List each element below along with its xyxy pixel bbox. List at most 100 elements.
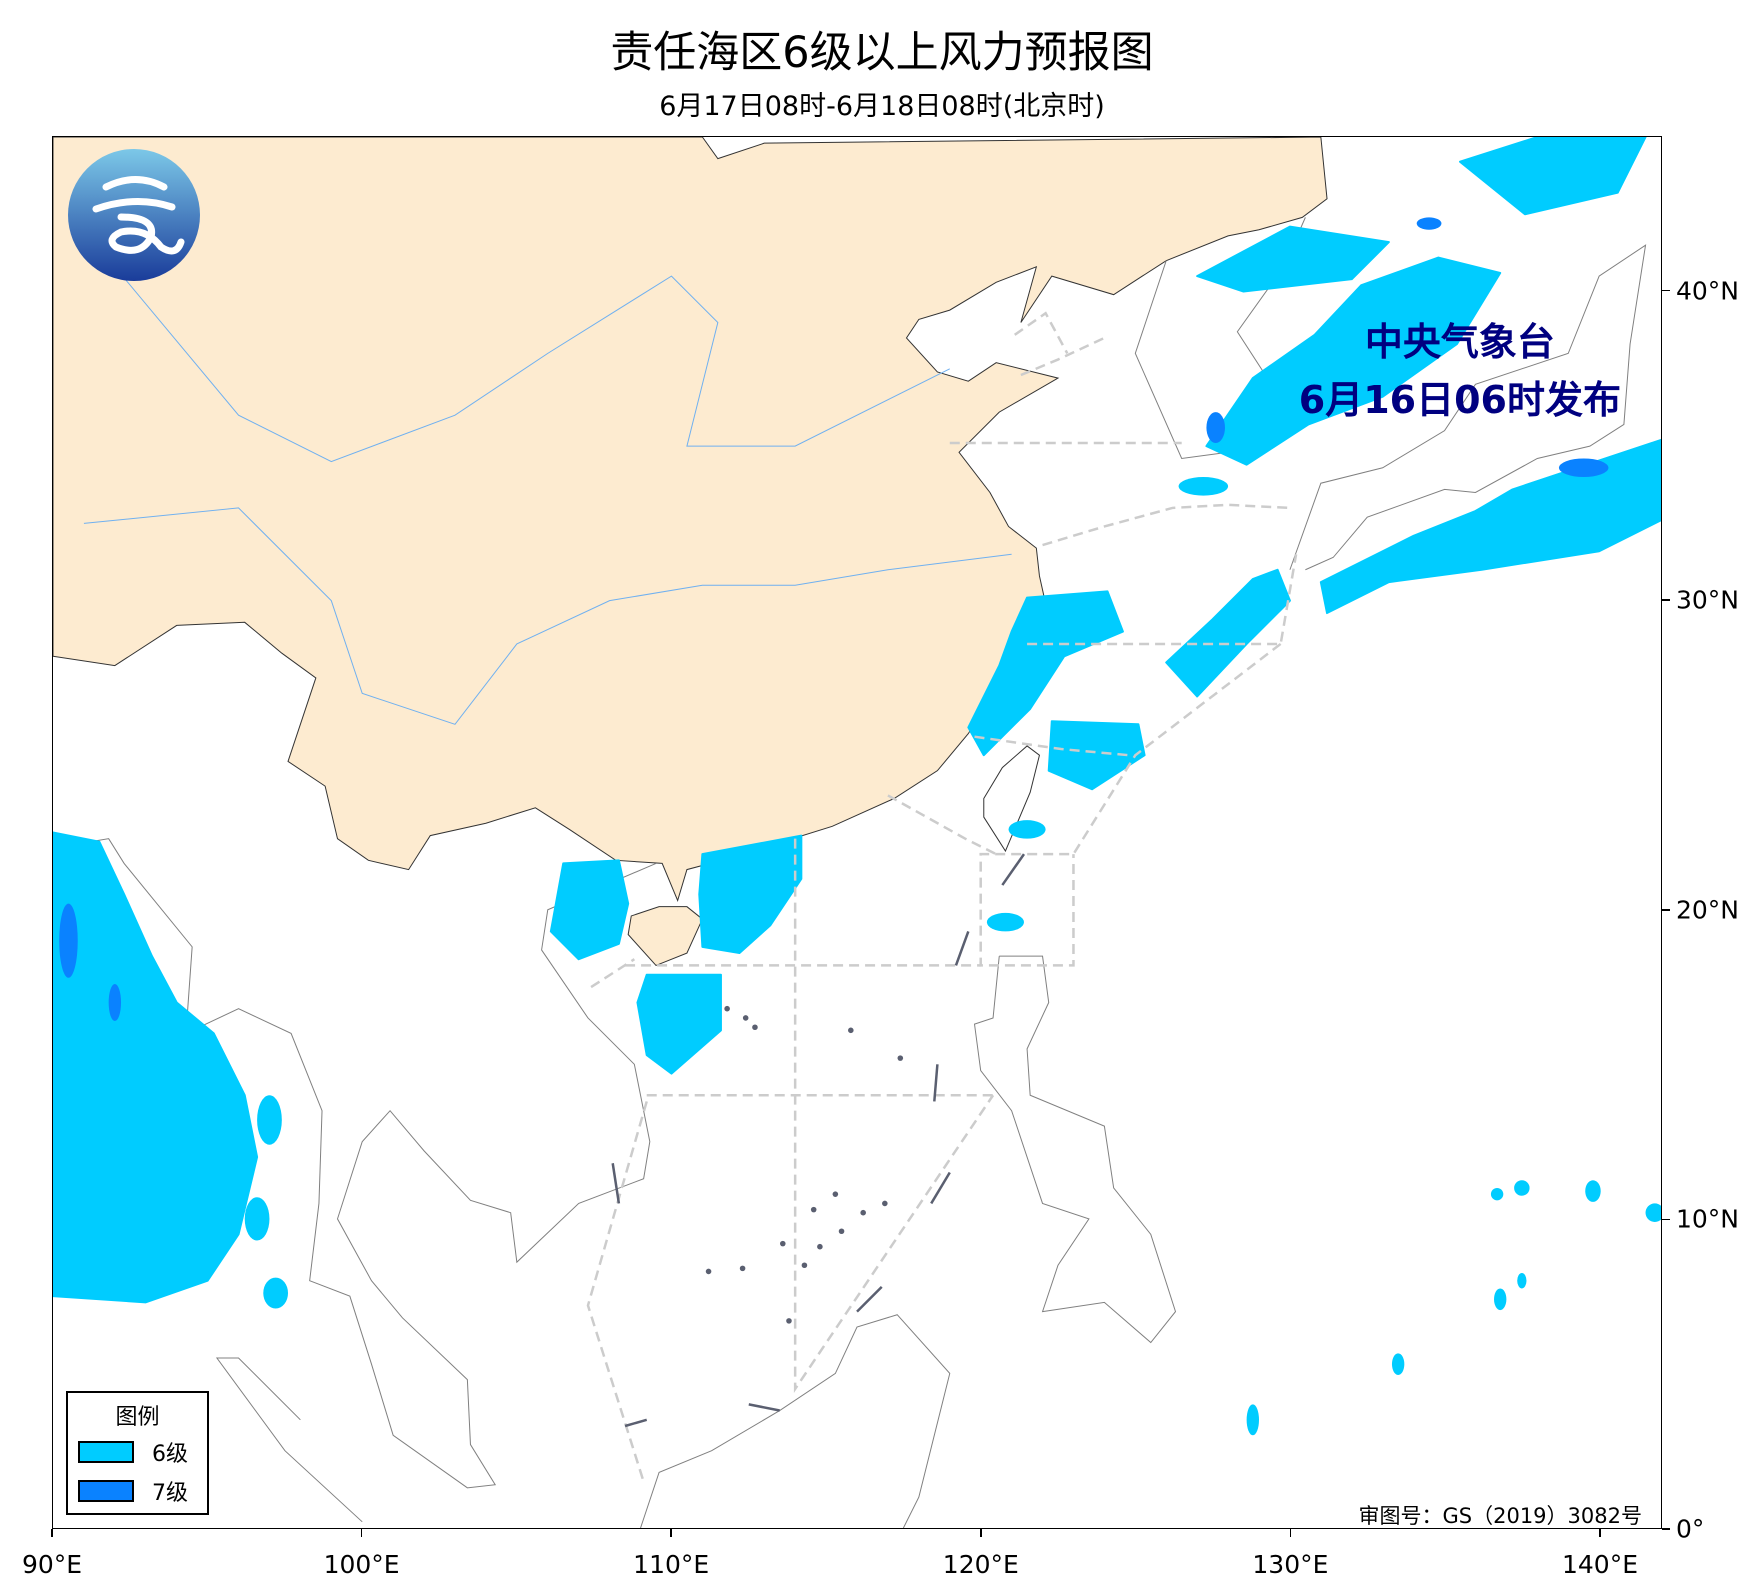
wind-area-6	[1246, 1404, 1259, 1436]
island-marker	[705, 1268, 712, 1275]
wind-area-6	[1517, 1272, 1527, 1289]
nine-dash-line-segment	[934, 1064, 937, 1101]
map-subtitle: 6月17日08时-6月18日08时(北京时)	[659, 91, 1105, 122]
island-marker	[897, 1055, 904, 1061]
wind-area-6	[637, 975, 720, 1074]
lat-label: 0°	[1676, 1514, 1705, 1544]
island-marker	[848, 1027, 854, 1034]
sea-area-boundary	[1015, 313, 1068, 353]
island-marker	[882, 1200, 888, 1207]
sea-area-boundary	[795, 839, 993, 1389]
lat-label: 30°N	[1676, 585, 1740, 615]
coastline	[217, 1358, 362, 1522]
island-marker	[780, 1240, 786, 1247]
lat-tick	[1662, 1218, 1670, 1221]
wind-area-6	[1460, 137, 1646, 214]
island-marker	[786, 1318, 792, 1324]
hainan-island	[628, 907, 702, 966]
lat-tick	[1662, 1528, 1670, 1530]
lon-tick	[980, 1529, 982, 1537]
lon-tick	[360, 1529, 363, 1537]
sea-area-boundary	[975, 737, 1130, 756]
island-marker	[724, 1005, 730, 1012]
wind-area-6	[244, 1197, 270, 1241]
wind-area-6	[1206, 258, 1500, 465]
nine-dash-line-segment	[857, 1287, 882, 1312]
wind-area-6	[968, 591, 1123, 755]
wind-area-6	[1197, 227, 1389, 292]
island-marker	[801, 1262, 808, 1269]
wind-area-6	[263, 1277, 289, 1309]
lon-label: 120°E	[942, 1550, 1019, 1579]
sea-area-boundary	[1021, 338, 1104, 375]
wind-area-6	[699, 836, 801, 953]
wind-area-6	[1008, 820, 1046, 839]
nine-dash-line-segment	[613, 1163, 619, 1203]
lat-label: 20°N	[1676, 895, 1740, 925]
wind-area-6	[1514, 1180, 1530, 1196]
lon-label: 90°E	[21, 1550, 83, 1579]
legend-swatch-7	[78, 1480, 134, 1502]
agency-name: 中央气象台	[1364, 320, 1555, 364]
nine-dash-line-segment	[625, 1420, 647, 1426]
island-marker	[817, 1243, 823, 1250]
coastline	[641, 1315, 950, 1528]
island-marker	[832, 1191, 839, 1197]
coastline	[1290, 245, 1646, 570]
wind-area-6	[1494, 1288, 1507, 1311]
wind-area-6	[257, 1095, 282, 1145]
sea-area-boundary	[981, 644, 1281, 965]
lon-tick	[1599, 1529, 1601, 1537]
wind-area-7	[59, 903, 78, 978]
lon-tick	[670, 1529, 672, 1537]
wind-area-7	[1558, 458, 1609, 478]
lon-tick	[1289, 1529, 1292, 1537]
legend-item-7: 7级	[78, 1479, 188, 1506]
legend-label-6: 6级	[152, 1442, 188, 1467]
island-marker	[810, 1206, 817, 1213]
river	[84, 508, 1012, 724]
map-title: 责任海区6级以上风力预报图	[610, 28, 1154, 78]
sea-area-boundary	[888, 795, 996, 854]
legend-item-6: 6级	[78, 1440, 188, 1467]
lon-label: 140°E	[1561, 1550, 1639, 1579]
wind-area-6	[1645, 1203, 1661, 1222]
cma-logo	[68, 149, 200, 281]
map-frame: 中央气象台 6月16日06时发布	[52, 136, 1662, 1529]
wind-area-6	[986, 912, 1024, 932]
legend: 图例 6级 7级	[66, 1391, 209, 1515]
lon-label: 100°E	[323, 1550, 400, 1579]
coastline	[53, 839, 656, 1488]
wind-area-6	[1490, 1187, 1504, 1201]
wind-area-7	[1206, 412, 1225, 444]
wind-area-6	[1166, 570, 1290, 697]
sea-area-boundary	[588, 1101, 647, 1481]
lat-tick	[1662, 289, 1670, 292]
island-marker	[739, 1265, 746, 1272]
nine-dash-line-segment	[956, 931, 968, 965]
island-marker	[742, 1015, 749, 1021]
wind-area-6	[1178, 477, 1229, 496]
legend-title: 图例	[115, 1405, 160, 1430]
lat-tick	[1662, 909, 1670, 911]
wind-area-6	[1049, 721, 1145, 789]
review-number: 审图号：GS（2019）3082号	[1358, 1504, 1643, 1528]
taiwan-island	[984, 746, 1040, 851]
nine-dash-line-segment	[931, 1173, 950, 1204]
lat-tick	[1662, 599, 1670, 601]
island-marker	[838, 1228, 845, 1235]
wind-area-6	[1391, 1353, 1405, 1375]
lat-label: 10°N	[1676, 1204, 1740, 1234]
lon-label: 130°E	[1252, 1550, 1329, 1579]
agency-block: 中央气象台 6月16日06时发布	[1299, 313, 1621, 429]
issue-time: 6月16日06时发布	[1298, 378, 1621, 422]
map-canvas	[53, 137, 1661, 1528]
sea-area-boundary	[1043, 505, 1290, 545]
island-marker	[752, 1024, 758, 1031]
lon-tick	[51, 1529, 53, 1537]
nine-dash-line-segment	[749, 1404, 780, 1410]
sea-area-boundary	[591, 959, 634, 987]
river	[84, 230, 950, 462]
lat-label: 40°N	[1676, 276, 1740, 306]
wind-area-6	[1321, 440, 1661, 613]
